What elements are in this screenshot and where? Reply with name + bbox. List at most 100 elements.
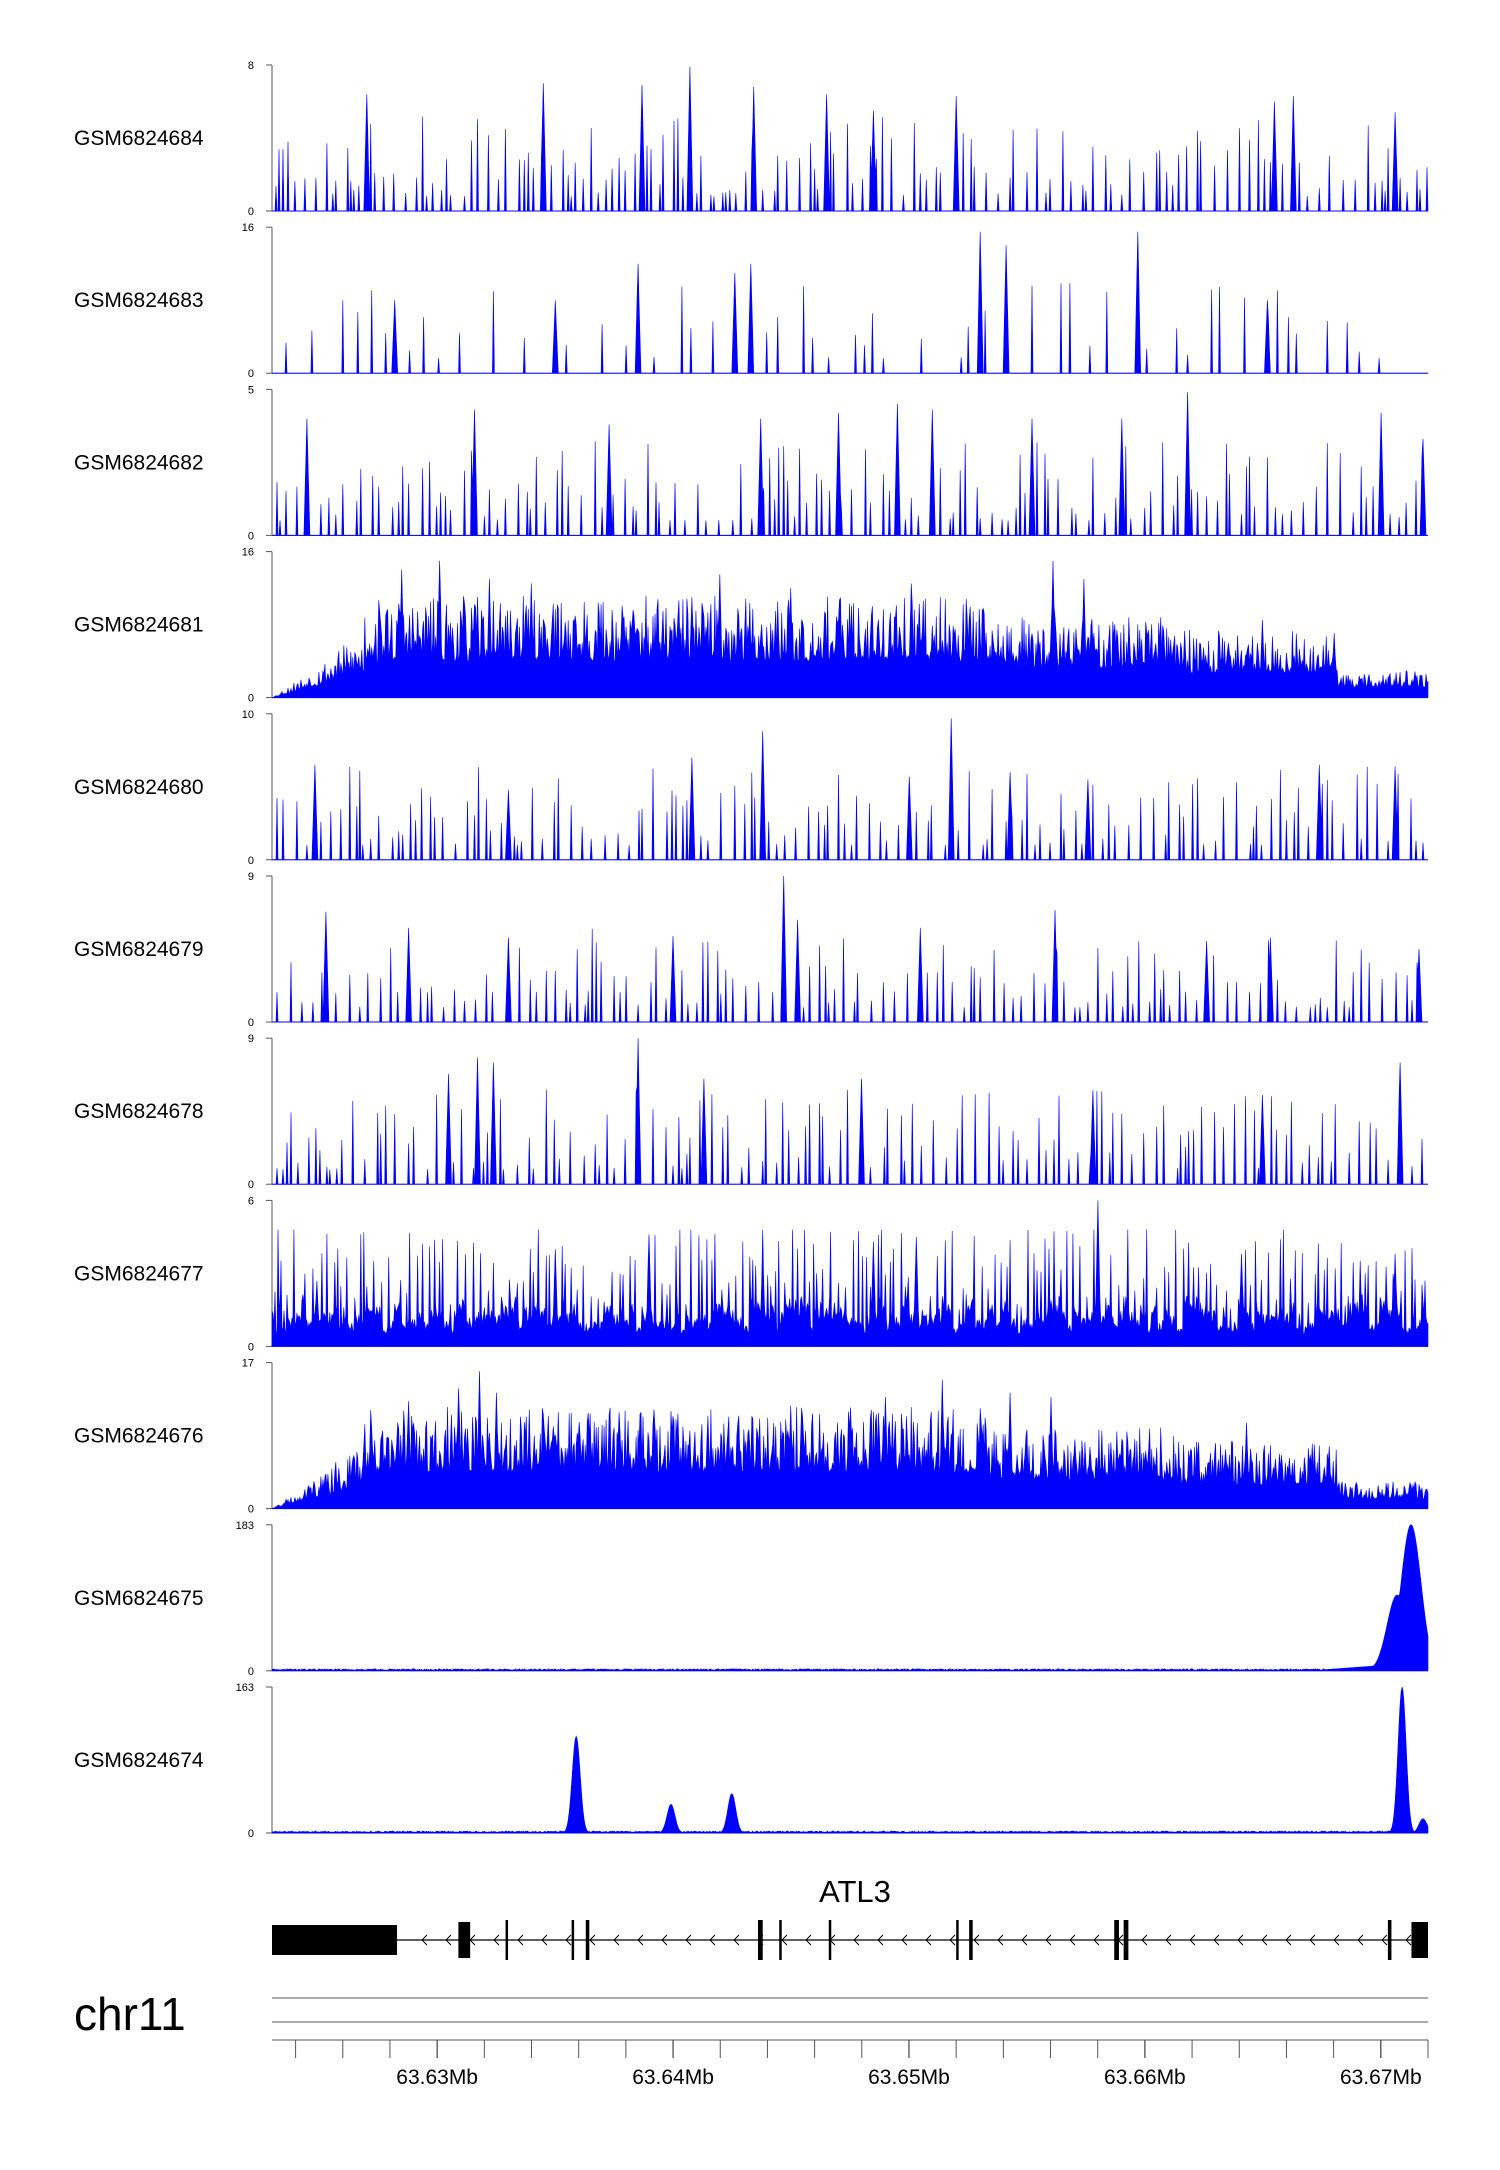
strand-arrow [1069, 1934, 1076, 1946]
signal-area [271, 560, 1429, 698]
y-tick-label-max: 5 [248, 384, 254, 396]
strand-arrow [925, 1934, 932, 1946]
exon [828, 1920, 832, 1960]
strand-arrow [1285, 1934, 1292, 1946]
y-tick-label-max: 17 [242, 1358, 254, 1370]
strand-arrow [1309, 1934, 1316, 1946]
strand-arrow [589, 1934, 596, 1946]
strand-arrow [805, 1934, 812, 1946]
track-GSM6824682: GSM6824682 5 0 [74, 384, 1428, 542]
track-label: GSM6824676 [74, 1425, 204, 1448]
signal-area [271, 1524, 1429, 1672]
strand-arrow [709, 1934, 716, 1946]
strand-arrow [901, 1934, 908, 1946]
strand-arrow [733, 1934, 740, 1946]
axis-tick-label: 63.64Mb [632, 2066, 714, 2089]
y-tick-label-zero: 0 [248, 530, 254, 542]
track-GSM6824683: GSM6824683 16 0 [74, 222, 1428, 380]
strand-arrow [565, 1934, 572, 1946]
y-tick-label-zero: 0 [248, 1666, 254, 1678]
y-tick-label-max: 16 [242, 547, 254, 559]
track-label: GSM6824674 [74, 1749, 204, 1772]
track-GSM6824680: GSM6824680 10 0 [74, 709, 1428, 867]
track-GSM6824674: GSM6824674 163 0 [74, 1682, 1429, 1840]
strand-arrow [997, 1934, 1004, 1946]
strand-arrow [1237, 1934, 1244, 1946]
axis-tick-label: 63.67Mb [1340, 2066, 1422, 2089]
signal-area [271, 1686, 1429, 1834]
strand-arrow [685, 1934, 692, 1946]
y-tick-label-zero: 0 [248, 1179, 254, 1191]
y-tick-label-max: 9 [248, 871, 254, 883]
strand-arrow [613, 1934, 620, 1946]
track-label: GSM6824679 [74, 938, 204, 961]
strand-arrow [445, 1934, 452, 1946]
exon [779, 1920, 782, 1960]
strand-arrow [1093, 1934, 1100, 1946]
exon [1123, 1920, 1129, 1960]
y-tick-label-max: 163 [236, 1682, 254, 1694]
chromosome-label: chr11 [74, 1988, 186, 2040]
y-tick-label-zero: 0 [248, 1828, 254, 1840]
strand-arrow [517, 1934, 524, 1946]
exon [458, 1922, 471, 1958]
strand-arrow [1189, 1934, 1196, 1946]
strand-arrow [1141, 1934, 1148, 1946]
y-tick-label-zero: 0 [248, 206, 254, 218]
signal-area [272, 231, 1428, 374]
signal-area [272, 718, 1428, 861]
strand-arrow [1333, 1934, 1340, 1946]
exon [757, 1920, 763, 1960]
track-label: GSM6824682 [74, 451, 204, 474]
exon [571, 1920, 575, 1960]
strand-arrow [949, 1934, 956, 1946]
strand-arrow [877, 1934, 884, 1946]
strand-arrow [637, 1934, 644, 1946]
track-GSM6824678: GSM6824678 9 0 [74, 1033, 1428, 1191]
y-tick-label-max: 16 [242, 222, 254, 234]
strand-arrow [1405, 1934, 1412, 1946]
strand-arrow [1213, 1934, 1220, 1946]
y-tick-label-zero: 0 [248, 1017, 254, 1029]
track-GSM6824676: GSM6824676 17 0 [74, 1358, 1429, 1516]
gene-name-label: ATL3 [819, 1874, 891, 1909]
track-label: GSM6824677 [74, 1262, 204, 1285]
track-GSM6824679: GSM6824679 9 0 [74, 871, 1428, 1029]
y-tick-label-max: 10 [242, 709, 254, 721]
exon [272, 1925, 398, 1955]
strand-arrow [1165, 1934, 1172, 1946]
track-GSM6824675: GSM6824675 183 0 [74, 1520, 1429, 1678]
track-label: GSM6824680 [74, 776, 204, 799]
exon [969, 1920, 973, 1960]
track-GSM6824677: GSM6824677 6 0 [74, 1195, 1429, 1353]
strand-arrow [1021, 1934, 1028, 1946]
signal-tracks: GSM682468480GSM6824683160GSM682468250GSM… [74, 60, 1429, 1840]
strand-arrow [661, 1934, 668, 1946]
track-label: GSM6824683 [74, 289, 204, 312]
y-tick-label-zero: 0 [248, 1341, 254, 1353]
gene-model [272, 1920, 1428, 1960]
signal-area [271, 1371, 1429, 1509]
exon [956, 1920, 959, 1960]
y-tick-label-zero: 0 [248, 368, 254, 380]
strand-arrow [1357, 1934, 1364, 1946]
y-tick-label-zero: 0 [248, 855, 254, 867]
signal-area [272, 1038, 1428, 1185]
exon [1411, 1922, 1428, 1958]
exon [1114, 1920, 1119, 1960]
strand-arrow [853, 1934, 860, 1946]
axis-tick-label: 63.66Mb [1104, 2066, 1186, 2089]
strand-arrow [1261, 1934, 1268, 1946]
strand-arrow [1045, 1934, 1052, 1946]
y-tick-label-max: 6 [248, 1195, 254, 1207]
axis-ticks: 63.63Mb 63.64Mb 63.65Mb 63.66Mb 63.67Mb [272, 1997, 1429, 2089]
strand-arrow [781, 1934, 788, 1946]
track-GSM6824684: GSM6824684 8 0 [74, 60, 1429, 218]
strand-arrow [973, 1934, 980, 1946]
exon [505, 1920, 509, 1960]
signal-area [272, 66, 1429, 212]
track-label: GSM6824681 [74, 614, 204, 637]
exon [1387, 1920, 1392, 1960]
axis-tick-label: 63.65Mb [868, 2066, 950, 2089]
strand-arrow [493, 1934, 500, 1946]
